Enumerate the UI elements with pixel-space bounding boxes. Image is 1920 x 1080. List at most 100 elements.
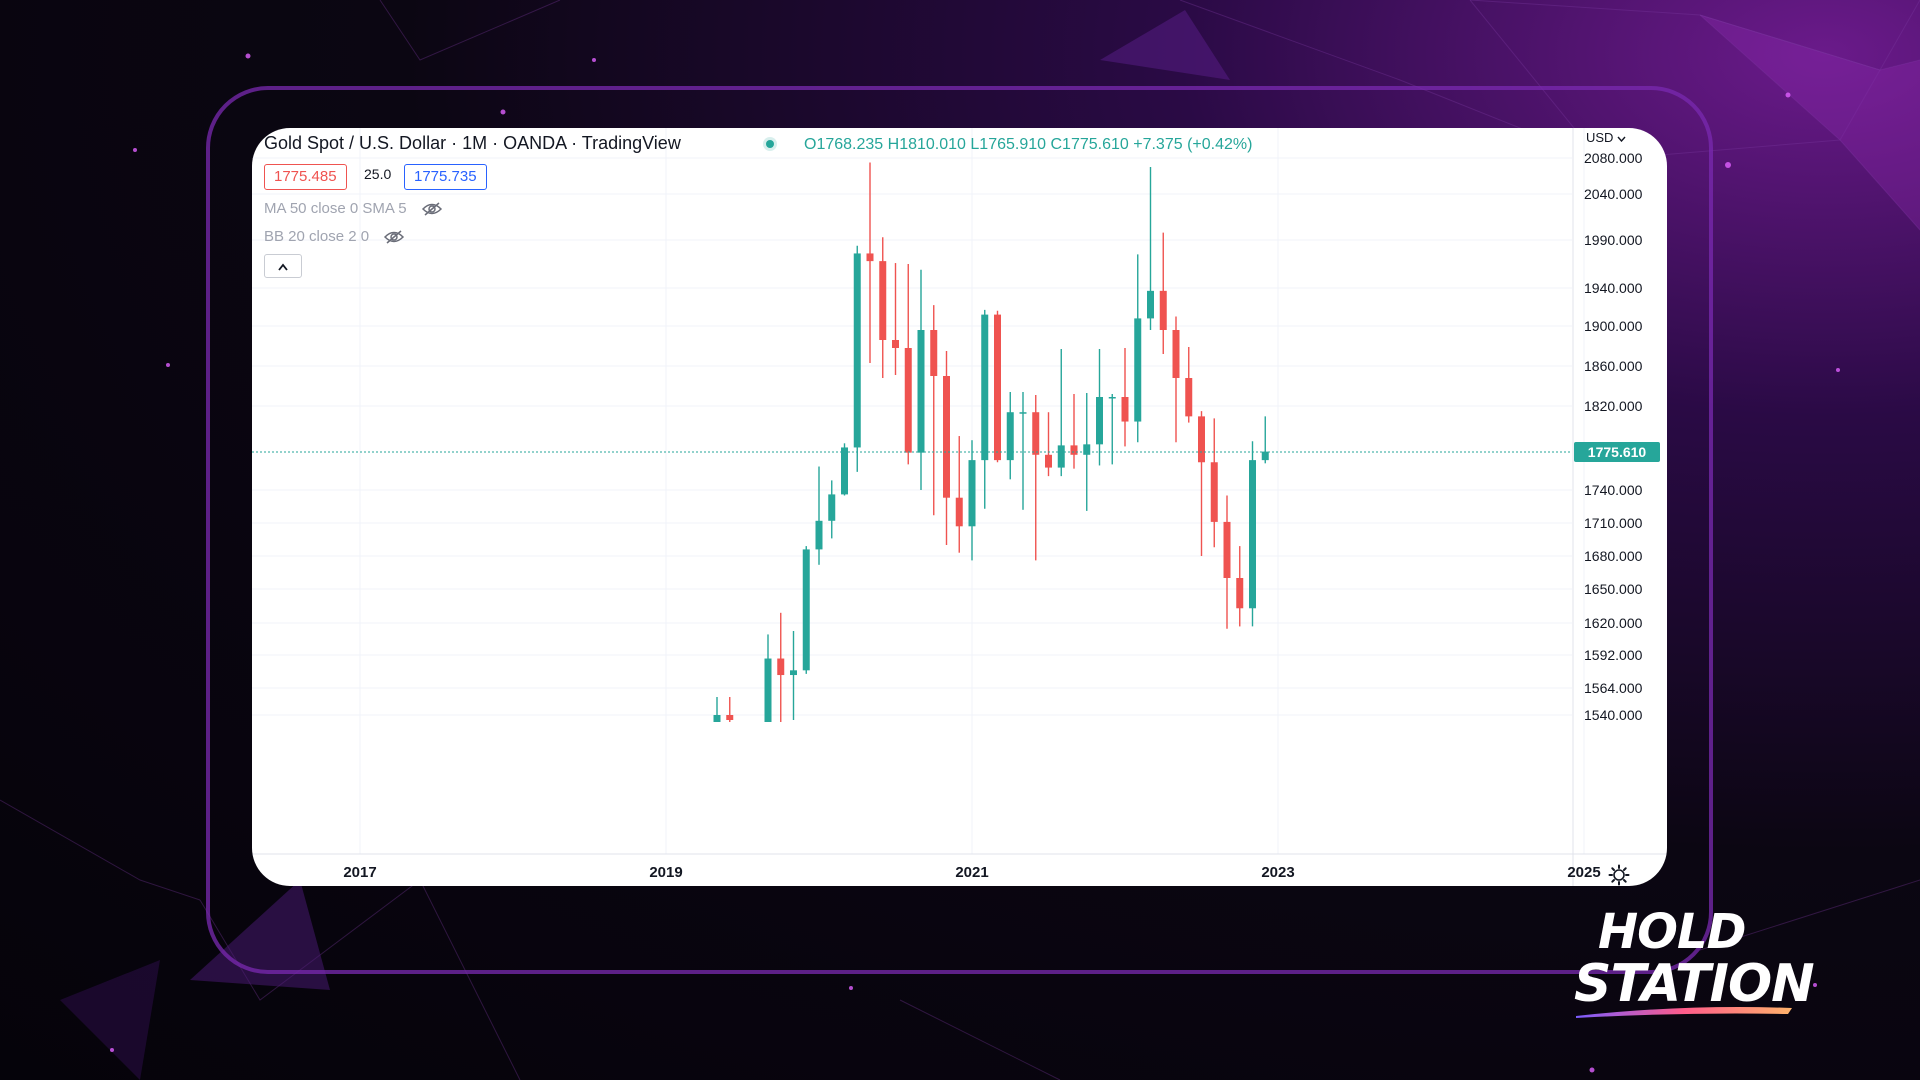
candle[interactable] xyxy=(853,245,861,472)
candle-body xyxy=(866,253,874,262)
candle[interactable] xyxy=(1083,393,1091,511)
candle-body xyxy=(764,658,772,722)
collapse-legend-button[interactable] xyxy=(264,254,302,278)
change-value: +7.375 (+0.42%) xyxy=(1133,136,1253,153)
candle[interactable] xyxy=(841,443,848,496)
currency-selector[interactable]: USD xyxy=(1586,130,1626,145)
y-tick-label: 1820.000 xyxy=(1584,398,1643,414)
candle[interactable] xyxy=(1223,495,1231,629)
candle-body xyxy=(713,715,721,722)
y-tick-label: 1592.000 xyxy=(1584,647,1643,663)
logo-line-1: HOLD xyxy=(1598,904,1746,960)
candle[interactable] xyxy=(1185,347,1193,423)
last-price-tag: 1775.610 xyxy=(1574,442,1660,462)
candle[interactable] xyxy=(1236,546,1244,627)
y-tick-label: 1620.000 xyxy=(1584,615,1643,631)
candle[interactable] xyxy=(1159,232,1167,354)
candle[interactable] xyxy=(1045,412,1052,477)
y-tick-label: 1650.000 xyxy=(1584,581,1643,597)
y-tick-label: 1900.000 xyxy=(1584,318,1643,334)
candle[interactable] xyxy=(828,480,836,539)
candle[interactable] xyxy=(713,697,721,722)
candle[interactable] xyxy=(968,440,976,561)
candle[interactable] xyxy=(1032,395,1040,561)
candle[interactable] xyxy=(955,436,963,553)
candle[interactable] xyxy=(1006,392,1014,480)
chevron-up-icon xyxy=(278,263,288,271)
candle[interactable] xyxy=(879,237,887,378)
candle[interactable] xyxy=(943,351,950,545)
x-tick-label: 2025 xyxy=(1567,864,1600,881)
last-price-label: 1775.610 xyxy=(1588,444,1647,460)
candle[interactable] xyxy=(1057,349,1065,477)
indicator-ma[interactable]: MA 50 close 0 SMA 5 xyxy=(264,200,443,217)
candle[interactable] xyxy=(1261,416,1269,464)
candle-body xyxy=(904,348,912,453)
candle-body xyxy=(981,314,989,461)
candle-body xyxy=(917,330,925,453)
candle-body xyxy=(968,460,976,527)
eye-off-icon[interactable] xyxy=(383,229,405,245)
candle-body xyxy=(1108,397,1116,399)
y-tick-label: 2040.000 xyxy=(1584,186,1643,202)
candle[interactable] xyxy=(917,269,925,490)
chart-card: 2080.000 2040.000 1990.000 1940.000 1900.000… xyxy=(252,128,1667,886)
indicator-bb[interactable]: BB 20 close 2 0 xyxy=(264,228,405,245)
y-tick-label: 1990.000 xyxy=(1584,232,1643,248)
x-tick-label: 2023 xyxy=(1261,864,1294,881)
candle[interactable] xyxy=(777,612,785,722)
candle[interactable] xyxy=(1210,418,1218,548)
candle[interactable] xyxy=(994,310,1001,463)
candle[interactable] xyxy=(1147,167,1154,330)
y-tick-label: 1710.000 xyxy=(1584,515,1643,531)
candle[interactable] xyxy=(1096,349,1103,466)
candle-body xyxy=(1006,412,1014,461)
candle[interactable] xyxy=(1134,254,1142,443)
candle[interactable] xyxy=(1121,348,1129,447)
candle[interactable] xyxy=(726,697,734,722)
y-tick-label: 1740.000 xyxy=(1584,482,1643,498)
candle[interactable] xyxy=(1249,441,1256,627)
candle[interactable] xyxy=(904,264,912,465)
candle[interactable] xyxy=(764,634,772,722)
market-status-icon xyxy=(763,137,777,151)
candle-body xyxy=(1147,290,1154,319)
spread-value: 25.0 xyxy=(364,166,392,182)
candle-body xyxy=(955,497,963,527)
candle-body xyxy=(892,340,899,348)
candle-body xyxy=(1198,416,1205,463)
eye-off-icon[interactable] xyxy=(421,201,443,217)
candle[interactable] xyxy=(930,305,938,516)
candle[interactable] xyxy=(1108,394,1116,465)
candle[interactable] xyxy=(1070,394,1078,469)
ask-button[interactable]: 1775.735 xyxy=(404,164,487,190)
bid-button[interactable]: 1775.485 xyxy=(264,164,347,190)
gear-icon[interactable] xyxy=(1608,864,1630,886)
x-tick-label: 2021 xyxy=(955,864,988,881)
candle[interactable] xyxy=(802,546,810,674)
candlestick-chart[interactable]: 2080.000 2040.000 1990.000 1940.000 1900.000… xyxy=(252,128,1667,886)
candle-body xyxy=(1261,451,1269,461)
y-axis: 2080.000 2040.000 1990.000 1940.000 1900.000… xyxy=(1584,150,1643,723)
candle-body xyxy=(930,330,938,376)
candle[interactable] xyxy=(1172,316,1180,443)
chevron-down-icon xyxy=(1617,136,1626,143)
candle[interactable] xyxy=(790,631,797,720)
symbol-title[interactable]: Gold Spot / U.S. Dollar · 1M · OANDA · T… xyxy=(264,133,681,153)
candle[interactable] xyxy=(981,309,989,509)
y-tick-label: 1940.000 xyxy=(1584,280,1643,296)
candle[interactable] xyxy=(815,466,823,565)
candle-body xyxy=(1032,412,1040,455)
candle-body xyxy=(802,549,810,671)
candle-body xyxy=(1210,462,1218,522)
candle-body xyxy=(1121,397,1129,422)
close-value: C1775.610 xyxy=(1050,136,1129,153)
candle[interactable] xyxy=(1198,411,1205,556)
candle-body xyxy=(853,253,861,448)
candle-body xyxy=(1134,318,1142,422)
candle-body xyxy=(1096,397,1103,445)
candle[interactable] xyxy=(866,162,874,364)
candle[interactable] xyxy=(892,263,899,375)
candle[interactable] xyxy=(1019,392,1027,510)
